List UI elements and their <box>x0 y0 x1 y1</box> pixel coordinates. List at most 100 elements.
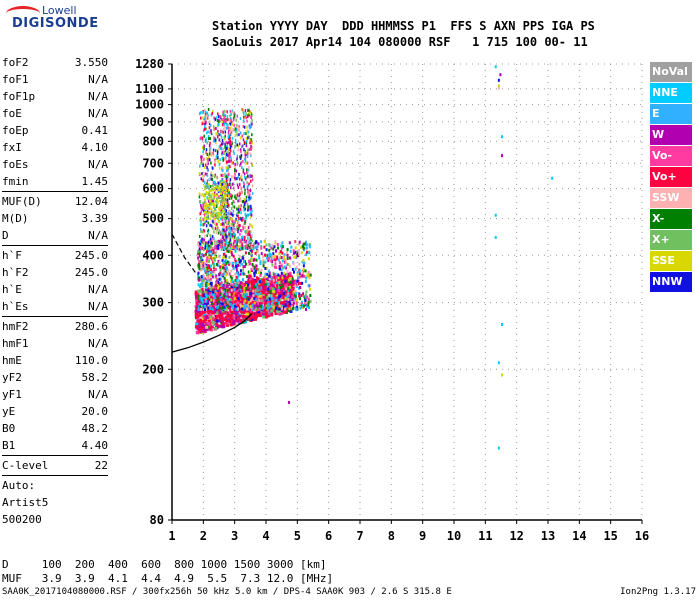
echo-point <box>223 310 227 314</box>
echo-point <box>235 128 238 132</box>
echo-point <box>204 113 207 117</box>
echo-point <box>235 303 239 307</box>
echo-point <box>221 297 225 301</box>
echo-point <box>199 242 202 246</box>
echo-point <box>240 211 242 215</box>
echo-point <box>242 160 244 164</box>
legend-entry-vo-: Vo+ <box>650 167 692 187</box>
echo-point <box>257 308 260 312</box>
echo-point <box>259 262 262 266</box>
echo-point <box>298 240 301 244</box>
echo-point <box>228 117 231 121</box>
echo-point <box>223 203 226 207</box>
echo-point <box>231 136 234 140</box>
echo-point <box>202 111 204 115</box>
echo-point <box>239 305 242 309</box>
echo-point <box>227 234 230 238</box>
echo-point <box>225 230 227 234</box>
echo-point <box>216 152 219 156</box>
echo-point <box>194 290 198 294</box>
echo-point <box>243 221 246 225</box>
echo-point <box>303 295 306 299</box>
echo-point <box>240 203 243 207</box>
echo-point <box>216 184 219 187</box>
echo-point <box>213 300 217 304</box>
echo-point <box>229 152 231 156</box>
param-row: C-level 22 <box>2 457 108 474</box>
echo-point <box>219 214 222 217</box>
echo-point <box>251 192 254 196</box>
echo-point <box>250 291 254 295</box>
x-tick-label: 16 <box>635 529 649 543</box>
echo-point <box>209 207 212 210</box>
echo-point <box>245 151 247 155</box>
echo-point <box>204 269 207 273</box>
echo-point <box>298 242 301 246</box>
echo-point <box>220 230 223 234</box>
echo-point <box>224 199 227 202</box>
param-value: 0.41 <box>81 124 109 137</box>
echo-point <box>197 283 200 287</box>
echo-point <box>289 271 292 275</box>
echo-point <box>231 161 233 165</box>
echo-point <box>248 240 250 244</box>
echo-point <box>246 125 248 129</box>
echo-point <box>214 240 217 244</box>
echo-point <box>197 308 200 312</box>
y-tick-label: 300 <box>142 296 164 310</box>
echo-point <box>227 131 230 135</box>
echo-point <box>201 281 204 285</box>
echo-point <box>236 240 239 244</box>
echo-point <box>217 219 220 223</box>
echo-point <box>200 155 202 159</box>
echo-point <box>212 213 215 216</box>
echo-point <box>234 272 237 276</box>
echo-point <box>218 162 221 166</box>
echo-point <box>201 304 204 308</box>
echo-point <box>227 221 230 225</box>
echo-point <box>197 249 200 253</box>
echo-point <box>286 300 289 304</box>
param-row: yE 20.0 <box>2 403 108 420</box>
echo-point <box>224 217 227 220</box>
echo-point <box>224 187 227 190</box>
echo-point <box>222 272 225 276</box>
echo-point <box>221 189 224 192</box>
echo-point <box>279 277 282 281</box>
y-tick-label: 500 <box>142 212 164 226</box>
echo-point <box>226 279 229 283</box>
echo-point <box>304 240 307 244</box>
echo-point <box>247 283 250 287</box>
echo-point <box>229 295 233 299</box>
echo-point <box>250 252 253 256</box>
echo-point <box>222 118 224 122</box>
echo-point <box>284 266 287 270</box>
echo-point <box>241 287 245 291</box>
echo-point <box>259 301 263 305</box>
echo-point <box>222 266 225 270</box>
echo-point <box>217 255 220 259</box>
echo-point <box>212 194 215 197</box>
echo-point <box>246 293 249 297</box>
echo-point <box>282 255 285 259</box>
echo-point <box>205 203 208 206</box>
echo-point <box>214 288 218 292</box>
echo-point <box>207 259 210 263</box>
echo-point <box>208 217 211 220</box>
echo-point <box>200 246 202 250</box>
echo-point <box>253 271 256 275</box>
echo-point <box>213 125 215 129</box>
echo-point <box>222 260 225 264</box>
echo-point <box>245 176 248 180</box>
echo-point <box>212 246 214 250</box>
echo-point <box>296 279 299 283</box>
echo-point <box>305 290 308 294</box>
echo-point <box>223 200 226 203</box>
echo-point <box>232 233 234 237</box>
echo-point <box>244 212 247 216</box>
echo-point <box>248 110 251 114</box>
echo-point <box>287 309 291 313</box>
echo-point <box>222 245 225 249</box>
echo-point <box>223 241 225 245</box>
echo-point <box>213 218 216 221</box>
